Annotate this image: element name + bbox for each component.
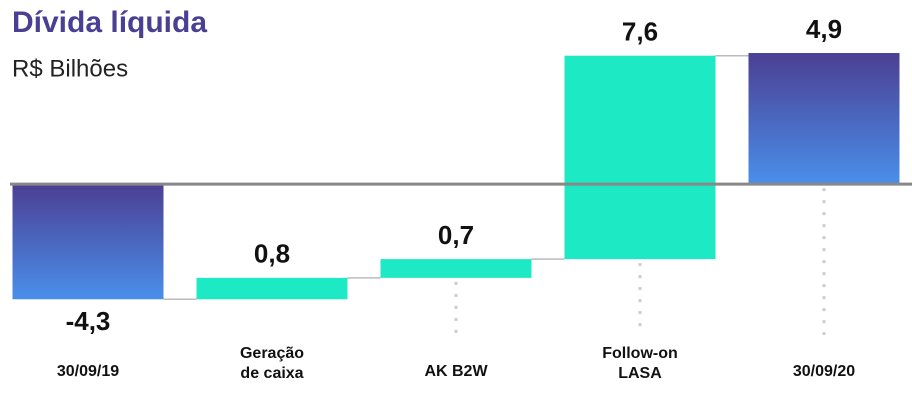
bar <box>12 184 164 300</box>
value-label: 0,8 <box>254 239 290 269</box>
x-tick-label: Follow-on LASA <box>602 345 678 382</box>
bar <box>564 55 716 260</box>
chart-subtitle: R$ Bilhões <box>12 55 128 82</box>
x-tick-label: 30/09/19 <box>56 363 120 380</box>
bar <box>380 259 532 278</box>
value-label: -4,3 <box>66 306 111 336</box>
x-tick-label: Geração de caixa <box>239 345 305 382</box>
value-label: 7,6 <box>622 17 658 47</box>
x-tick-label: AK B2W <box>424 363 488 380</box>
bar <box>748 53 900 185</box>
x-tick-label: 30/09/20 <box>792 363 856 380</box>
bar <box>196 277 348 300</box>
value-label: 4,9 <box>806 14 842 44</box>
chart-title: Dívida líquida <box>12 6 207 39</box>
value-label: 0,7 <box>438 220 474 250</box>
